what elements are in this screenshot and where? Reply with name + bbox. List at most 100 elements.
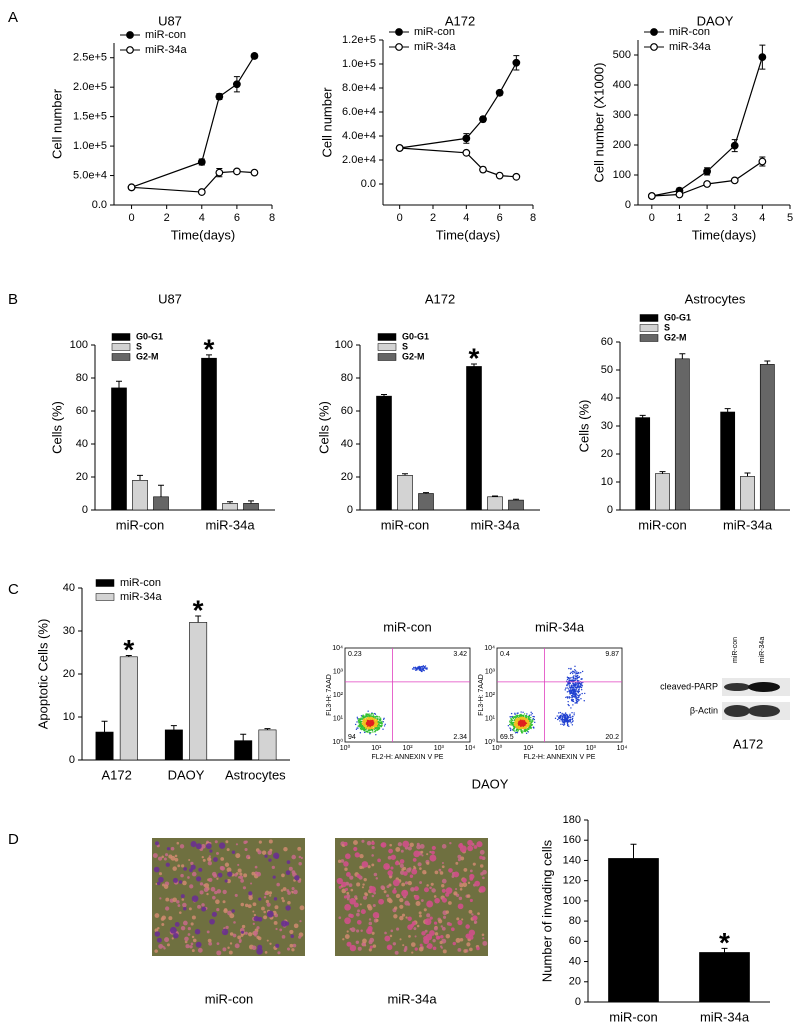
cell-spot	[256, 926, 260, 930]
cell-spot	[189, 945, 193, 949]
flow-dot	[577, 683, 579, 685]
marker	[512, 58, 521, 67]
chart-title: DAOY	[697, 13, 734, 28]
flow-dot	[576, 685, 579, 687]
y-axis-label: Cell number	[319, 87, 334, 158]
flow-dot	[423, 667, 425, 669]
flow-y-label: FL3-H: 7AAD	[478, 674, 485, 716]
cell-spot	[468, 909, 473, 914]
flow-dot	[374, 730, 377, 732]
invading-cell	[285, 870, 291, 876]
invading-cell	[345, 872, 351, 877]
image-caption: miR-con	[205, 991, 253, 1006]
flow-dot	[522, 714, 525, 717]
flow-dot	[570, 677, 572, 679]
flow-dot	[525, 722, 528, 725]
flow-dot	[520, 711, 522, 713]
cell-spot	[189, 884, 194, 889]
legend-label: G0-G1	[664, 312, 691, 322]
y-tick-label: 1.5e+5	[73, 111, 107, 123]
flow-dot	[526, 724, 528, 726]
flow-dot	[361, 725, 364, 727]
y-tick-label: 180	[563, 814, 581, 826]
cell-spot	[233, 921, 236, 924]
cell-spot	[356, 912, 360, 917]
flow-dot	[359, 728, 362, 730]
invading-cell	[440, 934, 444, 939]
cell-spot	[216, 877, 219, 880]
cell-spot	[261, 850, 267, 855]
cell-spot	[225, 925, 229, 930]
cell-spot	[440, 946, 443, 949]
invading-cell	[361, 861, 369, 868]
flow-dot	[558, 715, 560, 717]
flow-dot	[521, 732, 523, 734]
cell-spot	[154, 949, 158, 953]
cell-spot	[215, 851, 219, 855]
flow-dot	[422, 667, 424, 669]
flow-dot	[509, 721, 511, 724]
bar	[720, 411, 736, 511]
error-bar	[402, 473, 408, 476]
cell-spot	[371, 854, 374, 857]
flow-dot	[517, 730, 519, 733]
flow-dot	[581, 670, 584, 673]
legend-label: miR-34a	[669, 41, 711, 53]
flow-dot	[569, 713, 571, 716]
cell-spot	[154, 913, 160, 918]
flow-dot	[557, 712, 560, 714]
flow-dot	[574, 695, 577, 698]
error-bar	[240, 733, 247, 741]
flow-dot	[359, 720, 361, 723]
cell-spot	[281, 935, 286, 939]
y-tick-label: 2.0e+4	[342, 154, 376, 166]
cell-spot	[212, 895, 216, 900]
flow-dot	[415, 667, 418, 670]
flow-dot	[580, 689, 583, 691]
cell-spot	[161, 923, 165, 926]
invading-cell	[434, 897, 440, 904]
flow-dot	[568, 721, 570, 723]
flow-dot	[367, 728, 369, 730]
flow-dot	[515, 719, 517, 722]
invading-cell	[190, 841, 197, 848]
invading-cell	[441, 888, 446, 893]
cell-spot	[247, 856, 251, 859]
flow-dot	[363, 731, 366, 734]
flow-dot	[520, 730, 523, 733]
cell-spot	[176, 900, 180, 904]
flow-dot	[570, 707, 572, 709]
invading-cell	[256, 948, 263, 955]
legend-swatch	[111, 343, 131, 351]
cell-spot	[161, 855, 164, 859]
flow-dot	[371, 713, 374, 715]
invading-cell	[180, 894, 185, 899]
invasion-images: miR-con miR-34a	[152, 838, 488, 1006]
flow-dot	[513, 725, 515, 728]
invading-cell	[272, 875, 276, 879]
cell-spot	[357, 909, 361, 913]
cell-spot	[165, 906, 170, 911]
cell-spot	[256, 871, 262, 877]
flow-dot	[571, 721, 574, 723]
flow-tick: 10²	[402, 745, 413, 752]
cell-spot	[181, 864, 185, 868]
flow-dot	[568, 690, 570, 693]
invading-cell	[380, 843, 385, 847]
legend-swatch	[377, 343, 397, 351]
marker	[730, 141, 739, 150]
cell-spot	[390, 929, 394, 933]
cell-spot	[184, 940, 188, 944]
cell-spot	[238, 876, 241, 879]
cell-spot	[184, 936, 189, 942]
y-tick-label: 140	[563, 854, 581, 866]
invading-cell	[476, 946, 480, 951]
invading-cell	[465, 924, 470, 929]
error-bar	[721, 947, 728, 953]
flow-dot	[512, 729, 515, 732]
bar	[487, 496, 503, 511]
bar	[635, 417, 651, 511]
x-tick-label: 1	[676, 212, 682, 224]
flow-dot	[420, 665, 423, 668]
cell-spot	[359, 853, 364, 859]
